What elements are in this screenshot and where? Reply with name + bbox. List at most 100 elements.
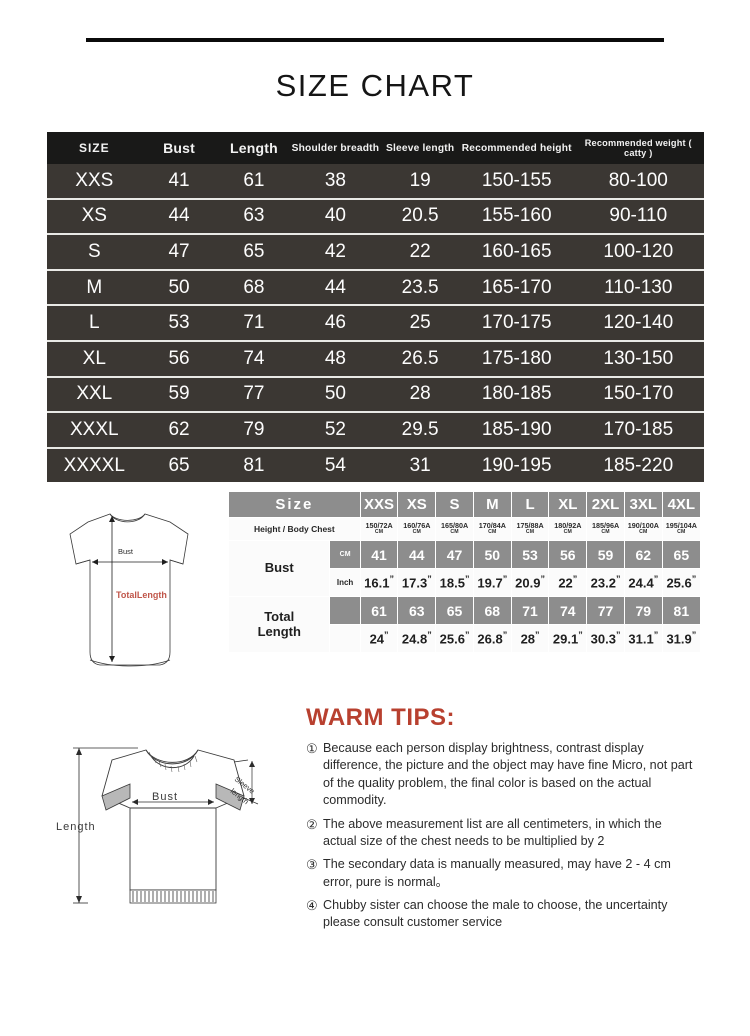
top-divider-rule (86, 38, 664, 42)
spec-value: 185/96A (591, 520, 620, 530)
length-cm-2xl: 77 (586, 596, 625, 625)
table-row: M 50 68 44 23.5 165-170 110-130 (47, 268, 704, 306)
detail-spec-row: Height / Body Chest 150/72A CM 160/76A CM … (228, 517, 702, 541)
detail-header-l: L (510, 491, 550, 518)
inch-mark: ” (427, 630, 432, 641)
detail-header-s: S (435, 491, 474, 518)
spec-value: 160/76A (403, 520, 431, 530)
detail-length-cm-row: Total Length 61 63 65 68 71 74 77 79 81 (227, 596, 702, 653)
spec-2xl: 185/96A CM (586, 517, 625, 541)
length-inch-3xl: 31.1” (623, 624, 663, 653)
cell-bust: 44 (141, 197, 217, 235)
cell-height: 185-190 (460, 411, 573, 448)
value: 28 (520, 631, 536, 647)
main-header-bust: Bust (141, 132, 217, 164)
cell-size: XS (47, 197, 142, 235)
length-cm-s: 65 (435, 596, 474, 625)
tip-number: ① (306, 741, 318, 756)
value: 23.2 (590, 575, 616, 591)
spec-l: 175/88A CM (510, 517, 550, 541)
total-length-row-label: Total Length (227, 596, 331, 653)
table-row: XXXXL 65 81 54 31 190-195 185-220 (47, 446, 704, 483)
cell-height: 190-195 (460, 446, 573, 483)
shirt-outline (69, 513, 189, 666)
cell-size: XL (47, 339, 142, 377)
value: 25.6 (666, 575, 692, 591)
inch-mark: ” (502, 574, 508, 585)
cell-bust: 50 (141, 268, 217, 306)
inch-mark: ” (389, 574, 394, 585)
cell-weight: 170-185 (572, 411, 704, 448)
spec-unit: CM (488, 529, 497, 536)
length-cm-l: 71 (510, 596, 550, 625)
tip-number: ② (306, 816, 318, 832)
spec-xxs: 150/72A CM (359, 517, 399, 541)
spec-unit: CM (412, 529, 422, 536)
list-item: ② The above measurement list are all cen… (306, 816, 698, 851)
bust-cm-xxs: 41 (359, 540, 399, 569)
bust-cm-4xl: 65 (661, 540, 702, 569)
spec-s: 165/80A CM (435, 517, 474, 541)
cell-length: 74 (216, 339, 292, 377)
spec-m: 170/84A CM (472, 517, 512, 541)
bust-inch-m: 19.7” (472, 568, 512, 597)
bust-measure-arrow (92, 559, 168, 565)
inch-mark: ” (653, 630, 659, 641)
cell-length: 68 (216, 268, 292, 306)
inch-mark: ” (540, 574, 545, 585)
tip-text: Chubby sister can choose the male to cho… (323, 898, 668, 930)
cell-weight: 130-150 (572, 339, 704, 377)
inch-mark: ” (653, 574, 659, 585)
cell-sleeve: 20.5 (379, 197, 461, 235)
table-row: L 53 71 46 25 170-175 120-140 (47, 304, 704, 341)
total-label: Total (264, 608, 295, 624)
cell-length: 65 (216, 233, 292, 270)
cell-size: XXL (47, 375, 142, 413)
value: 29.1 (552, 631, 579, 647)
cell-size: XXXXL (47, 446, 142, 483)
inch-mark: ” (464, 630, 470, 641)
detail-header-4xl: 4XL (661, 491, 702, 518)
value: 24 (369, 631, 385, 647)
spec-unit: CM (563, 529, 573, 536)
cell-sleeve: 22 (379, 233, 461, 270)
warm-tips-list: ① Because each person display brightness… (306, 740, 698, 938)
cell-shoulder: 50 (291, 375, 380, 413)
main-header-weight: Recommended weight ( catty ) (572, 132, 704, 164)
length-inch-s: 25.6” (435, 624, 474, 653)
tip-text: The secondary data is manually measured,… (323, 857, 671, 889)
inch-mark: ” (535, 630, 540, 641)
cell-weight: 185-220 (572, 446, 704, 483)
shirt-outline (101, 749, 245, 891)
cell-height: 180-185 (460, 375, 573, 413)
cell-sleeve: 31 (379, 446, 461, 483)
cell-length: 63 (216, 197, 292, 235)
hem-line (89, 659, 171, 667)
detail-header-xl: XL (548, 491, 588, 518)
spec-value: 180/92A (554, 520, 582, 530)
cell-bust: 47 (141, 233, 217, 270)
table-row: XXS 41 61 38 19 150-155 80-100 (47, 164, 704, 199)
cell-size: M (47, 268, 142, 306)
bust-inch-xxs: 16.1” (359, 568, 399, 597)
cell-shoulder: 54 (291, 446, 380, 483)
cell-bust: 59 (141, 375, 217, 413)
page-title: SIZE CHART (275, 68, 475, 103)
length-measure-arrow (73, 747, 138, 904)
value: 25.6 (439, 631, 465, 647)
inch-mark: ” (578, 630, 583, 641)
spec-value: 190/100A (627, 520, 659, 530)
value: 26.8 (477, 631, 503, 647)
value: 31.1 (628, 631, 654, 647)
length-cm-4xl: 81 (661, 596, 702, 625)
length-inch-l: 28” (510, 624, 550, 653)
detail-header-row: Size XXS XS S M L XL 2XL 3XL 4XL (228, 491, 702, 518)
cell-shoulder: 40 (291, 197, 380, 235)
inch-mark: ” (427, 574, 432, 585)
tip-text: The above measurement list are all centi… (323, 816, 662, 848)
sleeve-length-measure-arrow (233, 759, 259, 805)
bust-cm-s: 47 (435, 540, 474, 569)
spec-unit: CM (601, 529, 610, 536)
length-cm-xxs: 61 (359, 596, 399, 625)
cell-bust: 41 (168, 169, 190, 191)
